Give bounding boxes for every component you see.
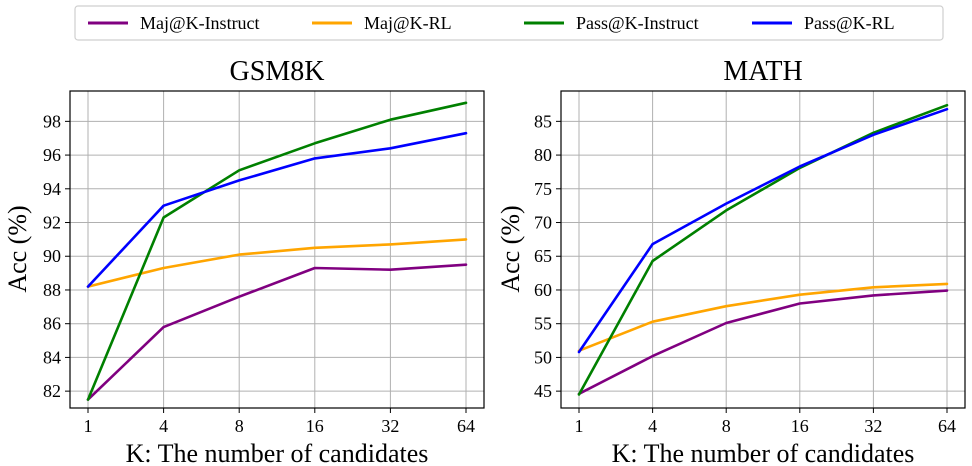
legend-label-maj-k-instruct: Maj@K-Instruct (140, 13, 260, 33)
x-tick-label: 64 (457, 416, 475, 436)
x-tick-label: 1 (84, 416, 93, 436)
y-tick-label: 94 (43, 179, 61, 199)
series-line-pass-k-rl (86, 131, 468, 288)
x-tick-label: 16 (791, 416, 809, 436)
x-tick-label: 8 (235, 416, 244, 436)
panel-gsm8k: GSM8K 1 4 8 16 32 64 82 84 86 88 90 92 94 96 98 K: Th… (3, 56, 485, 466)
x-tick-label: 4 (159, 416, 168, 436)
y-tick-label: 50 (534, 347, 552, 367)
x-tick-label: 8 (722, 416, 731, 436)
y-tick-label: 60 (534, 280, 552, 300)
x-tick-label: 4 (648, 416, 657, 436)
legend-frame (74, 5, 944, 41)
series-line-maj-k-rl (86, 238, 468, 288)
x-axis-title: K: The number of candidates (126, 439, 429, 466)
y-tick-label: 80 (534, 145, 552, 165)
legend: Maj@K-Instruct Maj@K-RL Pass@K-Instruct Pas… (74, 5, 944, 41)
grid (561, 91, 965, 408)
y-tick-label: 98 (43, 111, 61, 131)
plot-frame (69, 90, 485, 409)
y-tick-label: 92 (43, 213, 61, 233)
panel-title: MATH (723, 56, 802, 87)
x-tick-label: 16 (306, 416, 324, 436)
grid (70, 91, 484, 408)
x-tick-label: 64 (938, 416, 956, 436)
y-tick-label: 88 (43, 280, 61, 300)
y-tick-label: 82 (43, 381, 61, 401)
series-line-maj-k-instruct (86, 263, 468, 401)
series-line-pass-k-instruct (86, 101, 468, 401)
plot-frame (560, 90, 966, 409)
y-tick-label: 90 (43, 246, 61, 266)
y-tick-label: 86 (43, 314, 61, 334)
y-axis-title: Acc (%) (496, 205, 525, 292)
y-tick-label: 70 (534, 213, 552, 233)
legend-label-maj-k-rl: Maj@K-RL (364, 13, 452, 33)
series-line-pass-k-rl (577, 107, 949, 354)
series-line-maj-k-instruct (577, 289, 949, 396)
y-axis-title: Acc (%) (3, 205, 32, 292)
x-tick-label: 1 (575, 416, 584, 436)
panel-math: MATH 1 4 8 16 32 64 45 50 55 60 65 70 75 80 85 K: The… (496, 56, 966, 466)
y-tick-label: 55 (534, 314, 552, 334)
y-tick-label: 65 (534, 246, 552, 266)
x-axis-title: K: The number of candidates (612, 439, 915, 466)
y-tick-label: 84 (43, 347, 61, 367)
panel-title: GSM8K (230, 56, 325, 87)
y-tick-label: 85 (534, 111, 552, 131)
y-tick-label: 96 (43, 145, 61, 165)
series-line-pass-k-instruct (577, 103, 949, 396)
x-tick-label: 32 (864, 416, 882, 436)
y-tick-label: 45 (534, 381, 552, 401)
x-tick-label: 32 (381, 416, 399, 436)
legend-label-pass-k-rl: Pass@K-RL (804, 13, 895, 33)
y-tick-label: 75 (534, 179, 552, 199)
legend-label-pass-k-instruct: Pass@K-Instruct (576, 13, 699, 33)
series-line-maj-k-rl (577, 282, 949, 353)
